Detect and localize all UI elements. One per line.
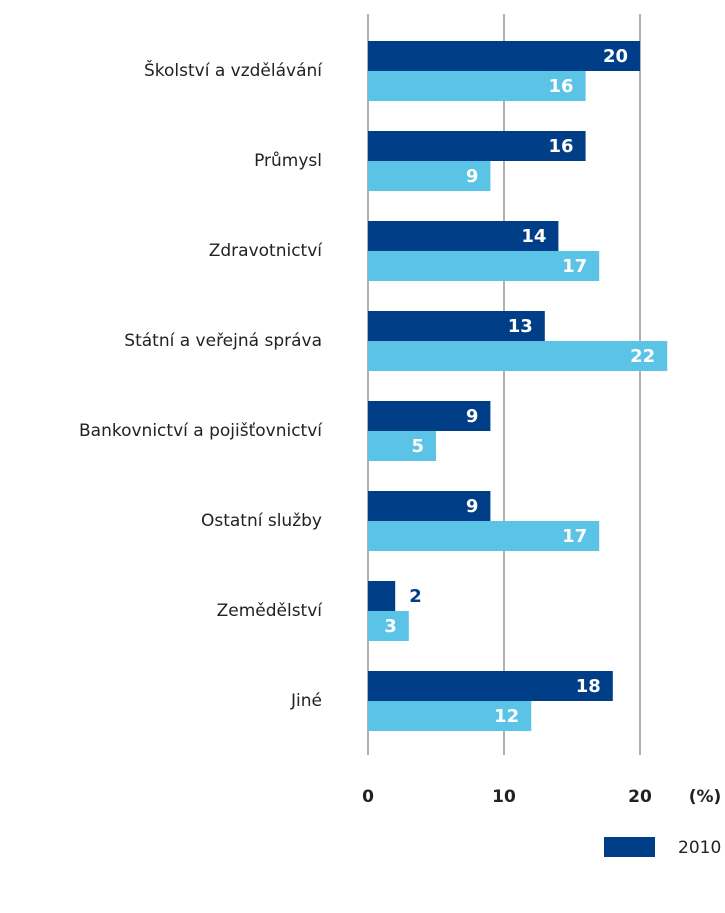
data-label: 17 (562, 256, 587, 277)
category-label: Bankovnictví a pojišťovnictví (79, 421, 323, 441)
data-label: 17 (562, 526, 587, 547)
category-label: Zdravotnictví (209, 241, 324, 261)
data-label: 13 (508, 316, 533, 337)
category-label: Průmysl (254, 151, 322, 171)
bar (368, 131, 586, 161)
data-label: 9 (466, 166, 479, 187)
bar (368, 401, 491, 431)
data-label: 22 (630, 346, 655, 367)
bar (368, 221, 559, 251)
data-label: 12 (494, 706, 519, 727)
bar (368, 701, 532, 731)
category-label: Ostatní služby (201, 511, 322, 531)
data-label: 9 (466, 406, 479, 427)
data-label: 16 (549, 136, 574, 157)
bar (368, 251, 600, 281)
x-unit: (%) (689, 787, 722, 807)
data-label: 3 (384, 616, 397, 637)
bar (368, 671, 613, 701)
data-label: 16 (549, 76, 574, 97)
category-label: Jiné (290, 691, 322, 711)
x-tick-label: 0 (362, 787, 374, 807)
legend-swatch (604, 837, 655, 857)
bar (368, 491, 491, 521)
bar (368, 161, 491, 191)
bar (368, 431, 436, 461)
data-label: 5 (411, 436, 424, 457)
category-label: Státní a veřejná správa (124, 331, 322, 351)
data-label: 14 (521, 226, 546, 247)
category-label: Zemědělství (217, 601, 324, 621)
data-label: 20 (603, 46, 628, 67)
x-tick-label: 20 (628, 787, 652, 807)
category-label: Školství a vzdělávání (144, 59, 323, 81)
data-label: 2 (409, 586, 422, 607)
bar (368, 581, 396, 611)
bar (368, 341, 668, 371)
bar (368, 311, 545, 341)
bar (368, 71, 586, 101)
bar (368, 41, 640, 71)
bar (368, 521, 600, 551)
data-label: 18 (576, 676, 601, 697)
bar (368, 611, 409, 641)
data-label: 9 (466, 496, 479, 517)
x-tick-label: 10 (492, 787, 516, 807)
legend-label: 2010 (678, 838, 721, 858)
